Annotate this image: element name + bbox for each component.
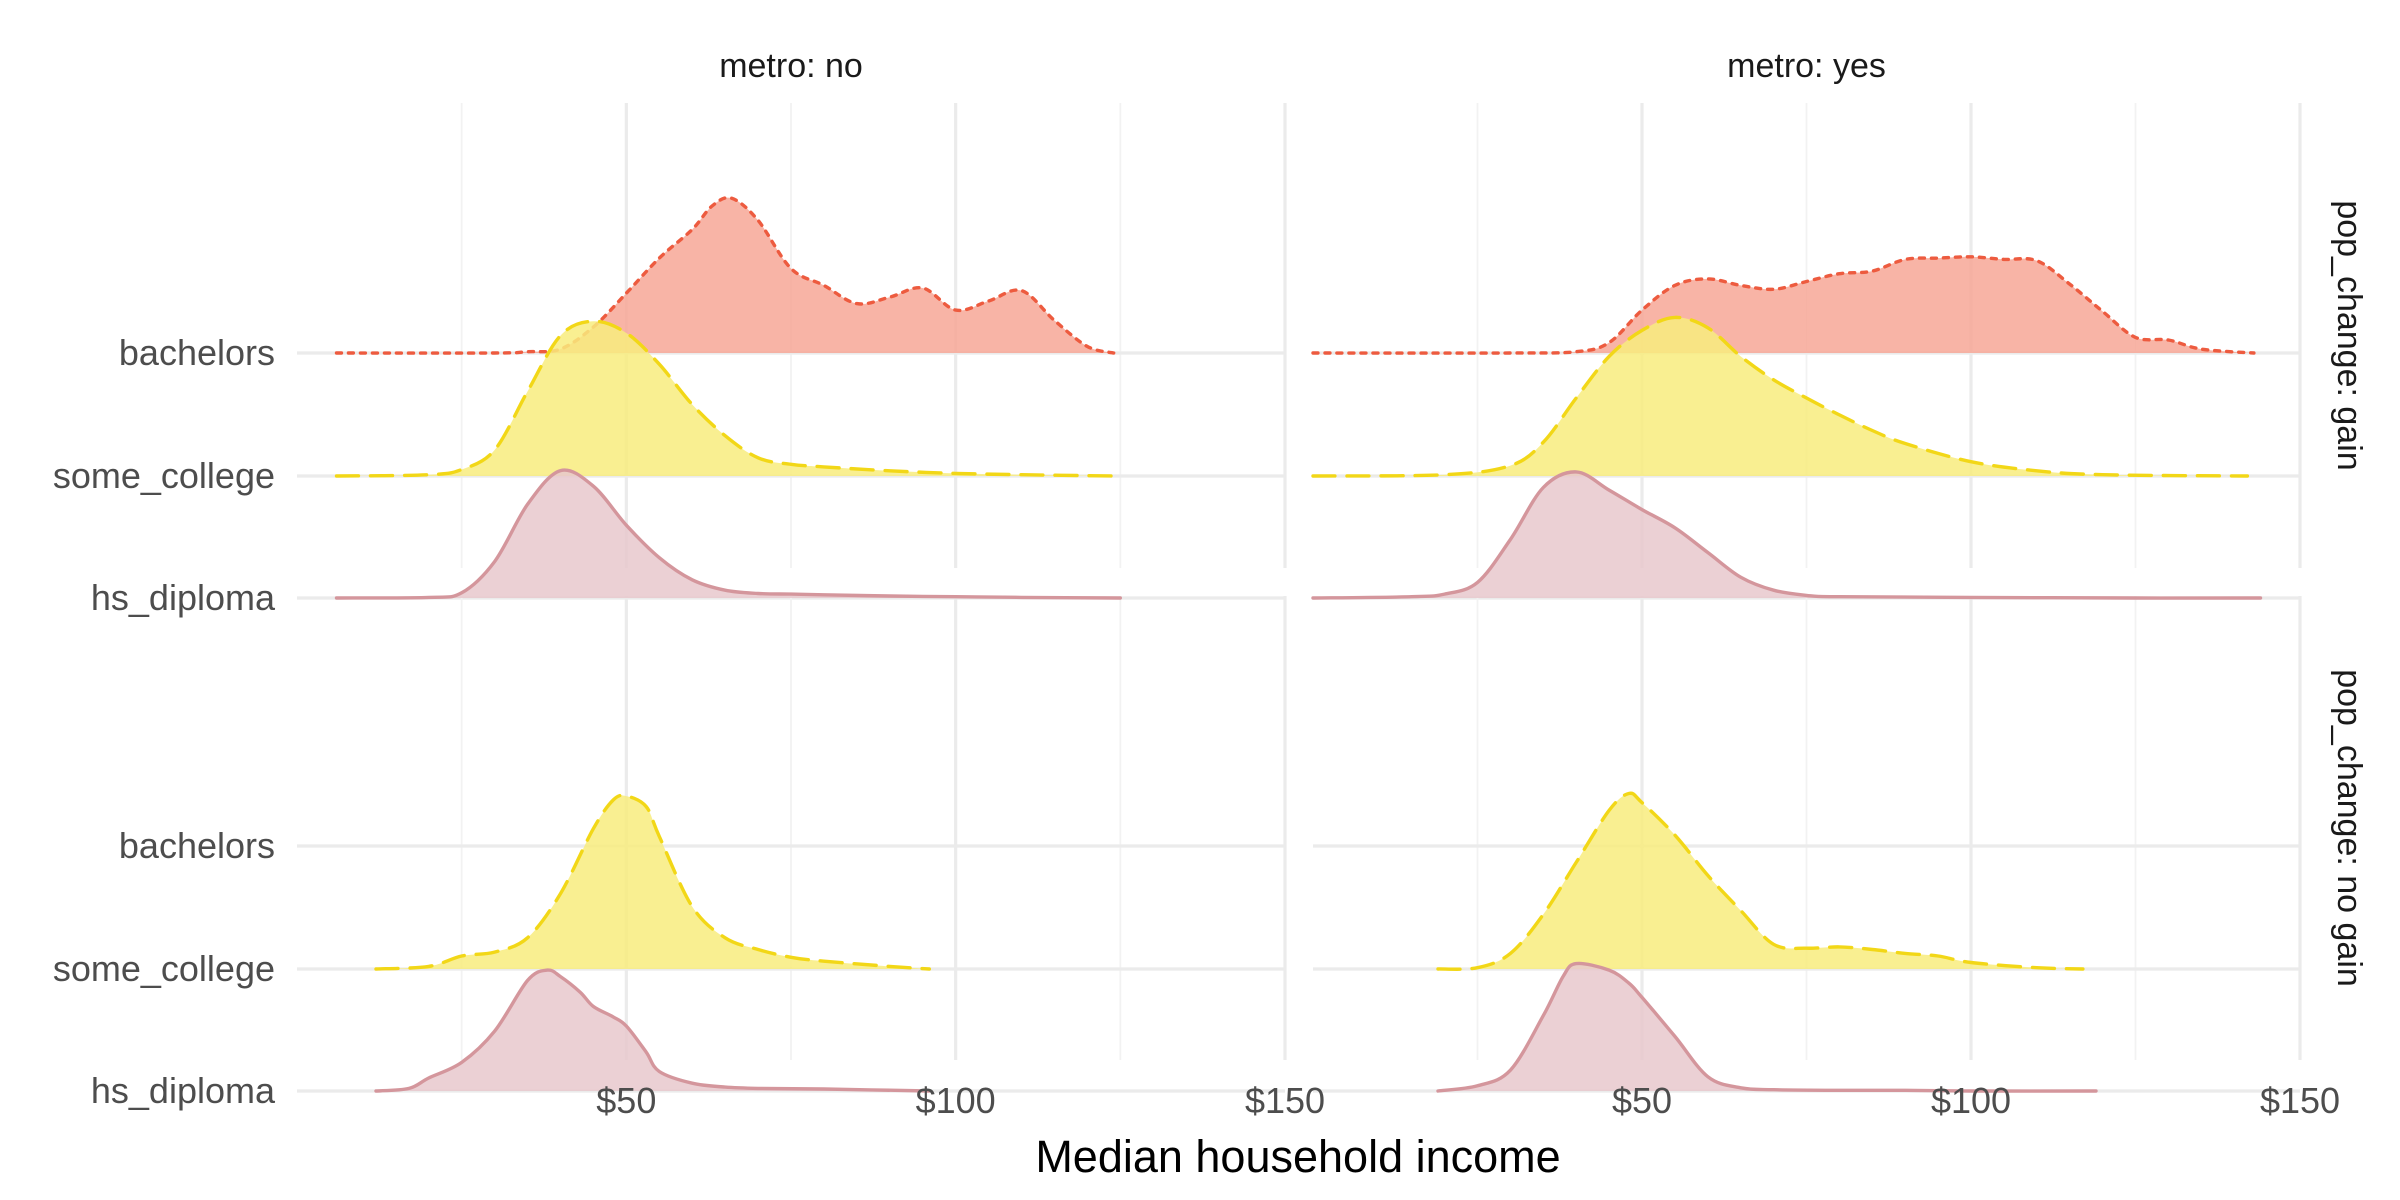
ridge-area-hs-diploma — [1438, 963, 2096, 1092]
ridge-line-bachelors — [334, 196, 1116, 355]
ridge-line-some-college — [1436, 791, 2085, 971]
ridge-line-hs-diploma — [374, 968, 931, 1093]
ridge-area-some-college — [1438, 793, 2083, 970]
y-tick-label: bachelors — [119, 825, 275, 866]
y-tick-label: hs_diploma — [91, 1070, 276, 1111]
facet-row-label: pop_change: gain — [2330, 200, 2368, 470]
y-tick-label: bachelors — [119, 332, 275, 373]
facet-row-label: pop_change: no gain — [2330, 669, 2368, 987]
x-tick-label: $150 — [2260, 1080, 2340, 1121]
ridge-line-hs-diploma — [1311, 470, 2263, 600]
y-tick-label: hs_diploma — [91, 577, 276, 618]
x-tick-label: $50 — [1612, 1080, 1672, 1121]
y-tick-label: some_college — [53, 455, 275, 496]
ridge-area-some-college — [1313, 317, 2248, 476]
ridge-area-hs-diploma — [1313, 471, 2261, 599]
ridge-line-hs-diploma — [1436, 961, 2098, 1093]
ridge-line-hs-diploma — [334, 468, 1122, 600]
ridge-line-bachelors — [1311, 255, 2256, 355]
facet-panel — [1311, 255, 2263, 600]
x-tick-label: $100 — [1931, 1080, 2011, 1121]
ridge-area-bachelors — [336, 197, 1114, 354]
ridge-area-hs-diploma — [336, 470, 1121, 598]
ridge-area-some-college — [376, 795, 930, 969]
ridge-line-some-college — [334, 319, 1116, 478]
ridge-area-bachelors — [1313, 256, 2254, 354]
x-tick-label: $150 — [1245, 1080, 1325, 1121]
facet-panel — [374, 793, 931, 1093]
x-tick-label: $100 — [916, 1080, 996, 1121]
facet-column-label: metro: no — [719, 47, 863, 85]
facet-panel — [1436, 791, 2098, 1093]
series-layer — [334, 196, 2263, 1093]
ridge-line-some-college — [374, 793, 931, 971]
facet-column-label: metro: yes — [1727, 47, 1886, 85]
x-tick-label: $50 — [596, 1080, 656, 1121]
y-tick-label: some_college — [53, 948, 275, 989]
label-layer: metro: no metro: yes pop_change: gain pop_c… — [53, 47, 2368, 1182]
ridge-area-some-college — [336, 321, 1114, 476]
ridge-area-hs-diploma — [376, 970, 930, 1091]
x-axis-title: Median household income — [1035, 1131, 1560, 1182]
ridge-line-some-college — [1311, 315, 2250, 478]
facet-panel — [334, 196, 1122, 600]
